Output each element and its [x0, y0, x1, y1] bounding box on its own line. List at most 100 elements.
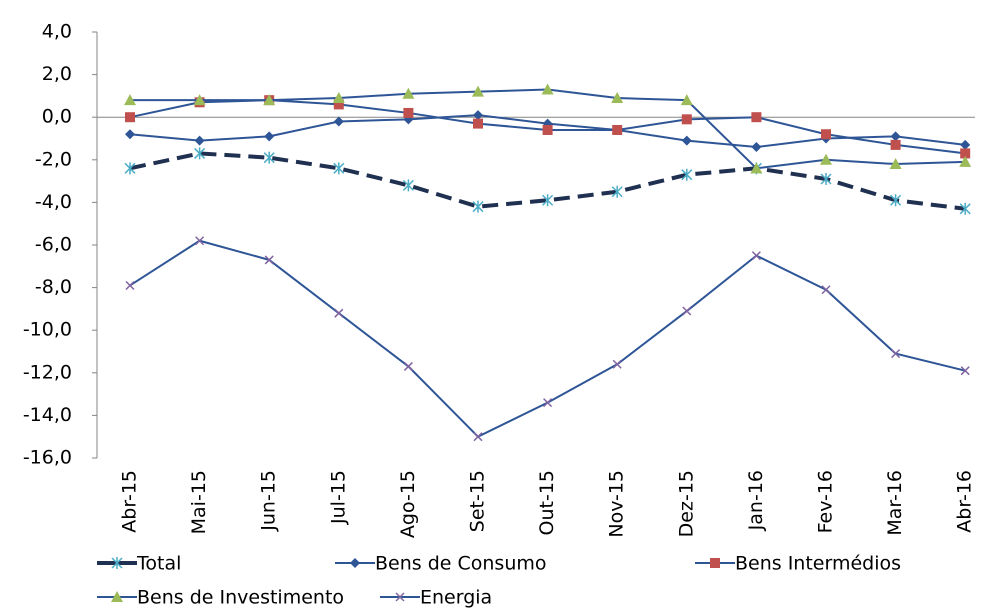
point — [403, 361, 413, 371]
point — [890, 194, 902, 207]
point — [681, 114, 692, 125]
y-tick-label: 4,0 — [42, 21, 72, 43]
point — [751, 142, 762, 153]
point — [332, 92, 345, 104]
point — [263, 94, 276, 106]
y-tick-label: -12,0 — [23, 361, 72, 383]
x-tick-label: Mar-16 — [884, 470, 906, 536]
point — [334, 308, 344, 318]
point — [264, 255, 274, 265]
point — [891, 349, 901, 359]
point — [611, 185, 623, 198]
x-tick-label: Fev-16 — [815, 470, 837, 533]
point — [680, 94, 693, 106]
point — [125, 112, 135, 123]
point — [472, 85, 484, 97]
point — [612, 124, 623, 135]
y-tick-label: 0,0 — [42, 106, 72, 128]
series — [125, 236, 970, 442]
point — [821, 129, 831, 140]
y-tick-label: -6,0 — [35, 234, 72, 256]
point — [124, 94, 136, 106]
point — [890, 139, 901, 150]
point — [959, 202, 971, 215]
point — [194, 147, 206, 160]
x-tick-label: Dez-15 — [675, 470, 697, 537]
point — [751, 251, 761, 261]
series — [124, 147, 971, 215]
point — [263, 151, 275, 164]
x-tick-label: Out-15 — [536, 470, 558, 535]
point — [542, 194, 554, 207]
point — [820, 172, 832, 185]
point — [403, 107, 414, 118]
legend-item: Energia — [380, 587, 492, 609]
point — [472, 200, 484, 213]
legend-marker — [710, 558, 720, 568]
point — [402, 87, 415, 99]
point — [959, 155, 972, 167]
point — [611, 92, 624, 104]
x-tick-label: Nov-15 — [606, 470, 628, 538]
point — [820, 153, 832, 165]
y-tick-label: -2,0 — [35, 148, 72, 170]
y-tick-label: -14,0 — [23, 404, 72, 426]
point — [890, 131, 901, 142]
point — [541, 83, 554, 95]
legend-marker — [350, 558, 360, 568]
point — [751, 112, 762, 123]
x-tick-label: Ago-15 — [397, 470, 419, 538]
series-line — [129, 239, 966, 438]
point — [125, 129, 135, 140]
legend-marker — [111, 591, 123, 602]
series — [124, 83, 972, 174]
point — [612, 359, 622, 369]
y-tick-label: -10,0 — [23, 319, 72, 341]
legend-item: Bens de Investimento — [97, 587, 344, 609]
x-tick-label: Set-15 — [467, 470, 489, 532]
point — [960, 148, 971, 159]
y-tick-label: -16,0 — [23, 447, 72, 469]
point — [960, 139, 971, 150]
point — [682, 306, 692, 316]
legend-label: Energia — [420, 587, 492, 609]
x-tick-label: Mai-15 — [188, 470, 210, 534]
point — [542, 124, 553, 135]
point — [889, 158, 902, 170]
point — [194, 135, 205, 146]
x-tick-label: Jun-15 — [258, 470, 280, 532]
legend-label: Bens Intermédios — [735, 553, 901, 575]
legend-marker — [111, 557, 123, 569]
series — [125, 95, 971, 159]
point — [960, 366, 970, 376]
point — [821, 285, 831, 295]
legend-item: Bens Intermédios — [695, 553, 901, 575]
point — [264, 131, 275, 142]
y-tick-label: -4,0 — [35, 191, 72, 213]
y-tick-label: 2,0 — [42, 63, 72, 85]
point — [124, 162, 136, 175]
legend-label: Bens de Investimento — [137, 587, 344, 609]
y-tick-label: -8,0 — [35, 276, 72, 298]
point — [193, 94, 206, 106]
x-tick-label: Jul-15 — [327, 470, 349, 525]
point — [333, 99, 344, 110]
x-tick-label: Jan-16 — [745, 470, 767, 531]
point — [402, 179, 414, 192]
x-tick-label: Abr-16 — [954, 470, 976, 533]
legend-item: Bens de Consumo — [335, 553, 547, 575]
legend-marker — [395, 592, 405, 602]
point — [195, 236, 205, 246]
point — [333, 116, 344, 127]
legend-label: Total — [136, 553, 181, 575]
point — [750, 162, 763, 174]
x-tick-label: Abr-15 — [119, 470, 141, 533]
point — [543, 398, 553, 408]
point — [681, 168, 693, 181]
point — [125, 280, 135, 291]
point — [333, 162, 345, 175]
point — [681, 135, 692, 146]
point — [473, 432, 483, 442]
legend-item: Total — [97, 553, 181, 575]
